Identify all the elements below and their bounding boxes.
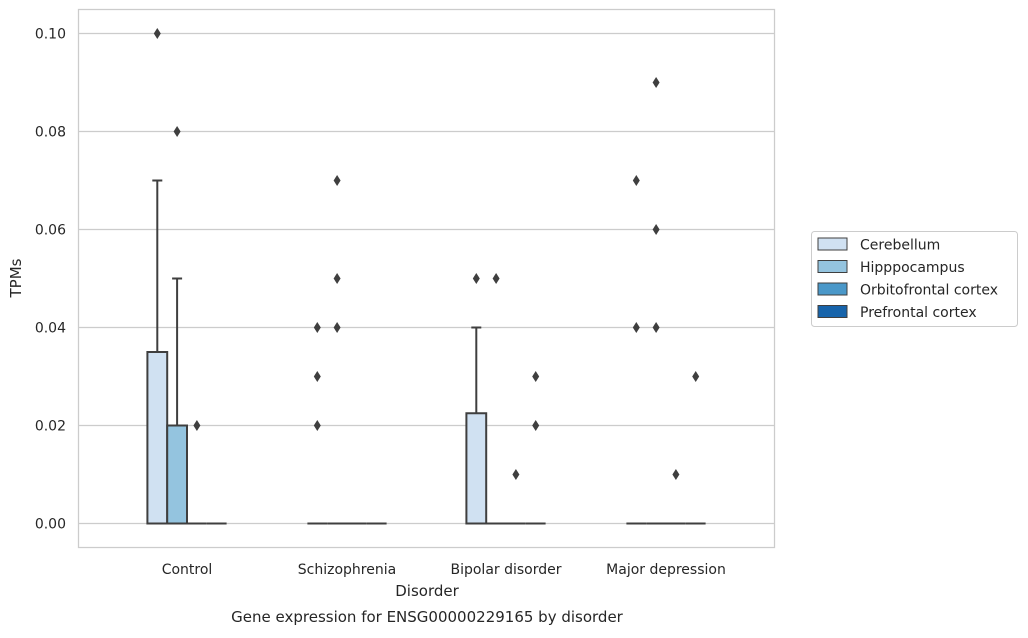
outlier-point bbox=[652, 322, 660, 333]
box-group bbox=[187, 420, 207, 525]
box-group bbox=[646, 77, 666, 525]
outlier-point bbox=[632, 175, 640, 186]
y-tick-label: 0.02 bbox=[35, 419, 66, 435]
box-group bbox=[327, 175, 347, 525]
box-group bbox=[626, 175, 647, 525]
y-axis-label: TPMs bbox=[7, 258, 25, 298]
x-tick-label: Control bbox=[162, 562, 213, 578]
x-tick-label: Schizophrenia bbox=[298, 562, 396, 578]
y-tick-labels: 0.00 0.02 0.04 0.06 0.08 0.10 bbox=[35, 27, 66, 533]
outlier-point bbox=[313, 322, 321, 333]
y-tick-label: 0.04 bbox=[35, 321, 66, 337]
legend-items: Cerebellum Hipppocampus Orbitofrontal cort… bbox=[817, 237, 998, 321]
box-group bbox=[685, 371, 706, 525]
outlier-point bbox=[313, 371, 321, 382]
outlier-point bbox=[173, 126, 181, 137]
outlier-point bbox=[532, 371, 540, 382]
outlier-point bbox=[333, 175, 341, 186]
legend-label: Orbitofrontal cortex bbox=[860, 283, 998, 299]
outlier-point bbox=[672, 469, 680, 480]
legend-label: Prefrontal cortex bbox=[860, 305, 977, 321]
box-group bbox=[465, 273, 488, 525]
box-group bbox=[166, 126, 188, 525]
outlier-point bbox=[632, 322, 640, 333]
outlier-point bbox=[333, 273, 341, 284]
x-tick-labels: Control Schizophrenia Bipolar disorder Majo… bbox=[162, 562, 726, 578]
outlier-point bbox=[193, 420, 201, 431]
outlier-point bbox=[472, 273, 480, 284]
outlier-point bbox=[153, 28, 161, 39]
chart-caption: Gene expression for ENSG00000229165 by d… bbox=[231, 608, 624, 626]
x-axis-label: Disorder bbox=[395, 582, 459, 600]
outlier-point bbox=[532, 420, 540, 431]
outlier-point bbox=[492, 273, 500, 284]
box-group bbox=[506, 469, 526, 525]
x-tick-label: Major depression bbox=[606, 562, 726, 578]
legend-label: Hipppocampus bbox=[860, 260, 965, 276]
box-group bbox=[146, 28, 169, 525]
outlier-point bbox=[652, 224, 660, 235]
legend-swatch bbox=[817, 237, 848, 251]
outlier-point bbox=[692, 371, 700, 382]
outlier-point bbox=[313, 420, 321, 431]
box-group bbox=[486, 273, 506, 525]
outlier-point bbox=[652, 77, 660, 88]
box-body bbox=[146, 351, 169, 525]
box-group bbox=[307, 322, 328, 525]
legend-swatch bbox=[817, 282, 848, 296]
marks-layer bbox=[146, 28, 706, 525]
box-group bbox=[666, 469, 686, 525]
legend-label: Cerebellum bbox=[860, 238, 940, 254]
x-tick-label: Bipolar disorder bbox=[450, 562, 561, 578]
box-body bbox=[465, 412, 488, 525]
legend-frame bbox=[811, 231, 1018, 327]
y-tick-label: 0.08 bbox=[35, 125, 66, 141]
box-body bbox=[166, 424, 188, 525]
outlier-point bbox=[333, 322, 341, 333]
y-tick-label: 0.10 bbox=[35, 27, 66, 43]
legend-swatch bbox=[817, 260, 848, 273]
legend: Cerebellum Hipppocampus Orbitofrontal cort… bbox=[811, 231, 1018, 327]
plot-frame bbox=[77, 8, 776, 549]
outlier-point bbox=[512, 469, 520, 480]
box-group bbox=[525, 371, 546, 525]
legend-swatch bbox=[817, 305, 848, 318]
y-tick-label: 0.00 bbox=[35, 517, 66, 533]
y-tick-label: 0.06 bbox=[35, 223, 66, 239]
